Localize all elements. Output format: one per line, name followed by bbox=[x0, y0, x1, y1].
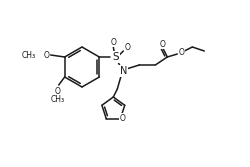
Text: O: O bbox=[44, 50, 50, 59]
Text: O: O bbox=[110, 38, 116, 46]
Text: O: O bbox=[178, 47, 184, 56]
Text: CH₃: CH₃ bbox=[22, 50, 36, 59]
Text: O: O bbox=[55, 87, 60, 96]
Text: CH₃: CH₃ bbox=[50, 95, 65, 104]
Text: O: O bbox=[120, 114, 125, 123]
Text: O: O bbox=[160, 40, 165, 48]
Text: O: O bbox=[124, 42, 130, 51]
Text: N: N bbox=[120, 66, 127, 76]
Text: S: S bbox=[112, 52, 119, 62]
